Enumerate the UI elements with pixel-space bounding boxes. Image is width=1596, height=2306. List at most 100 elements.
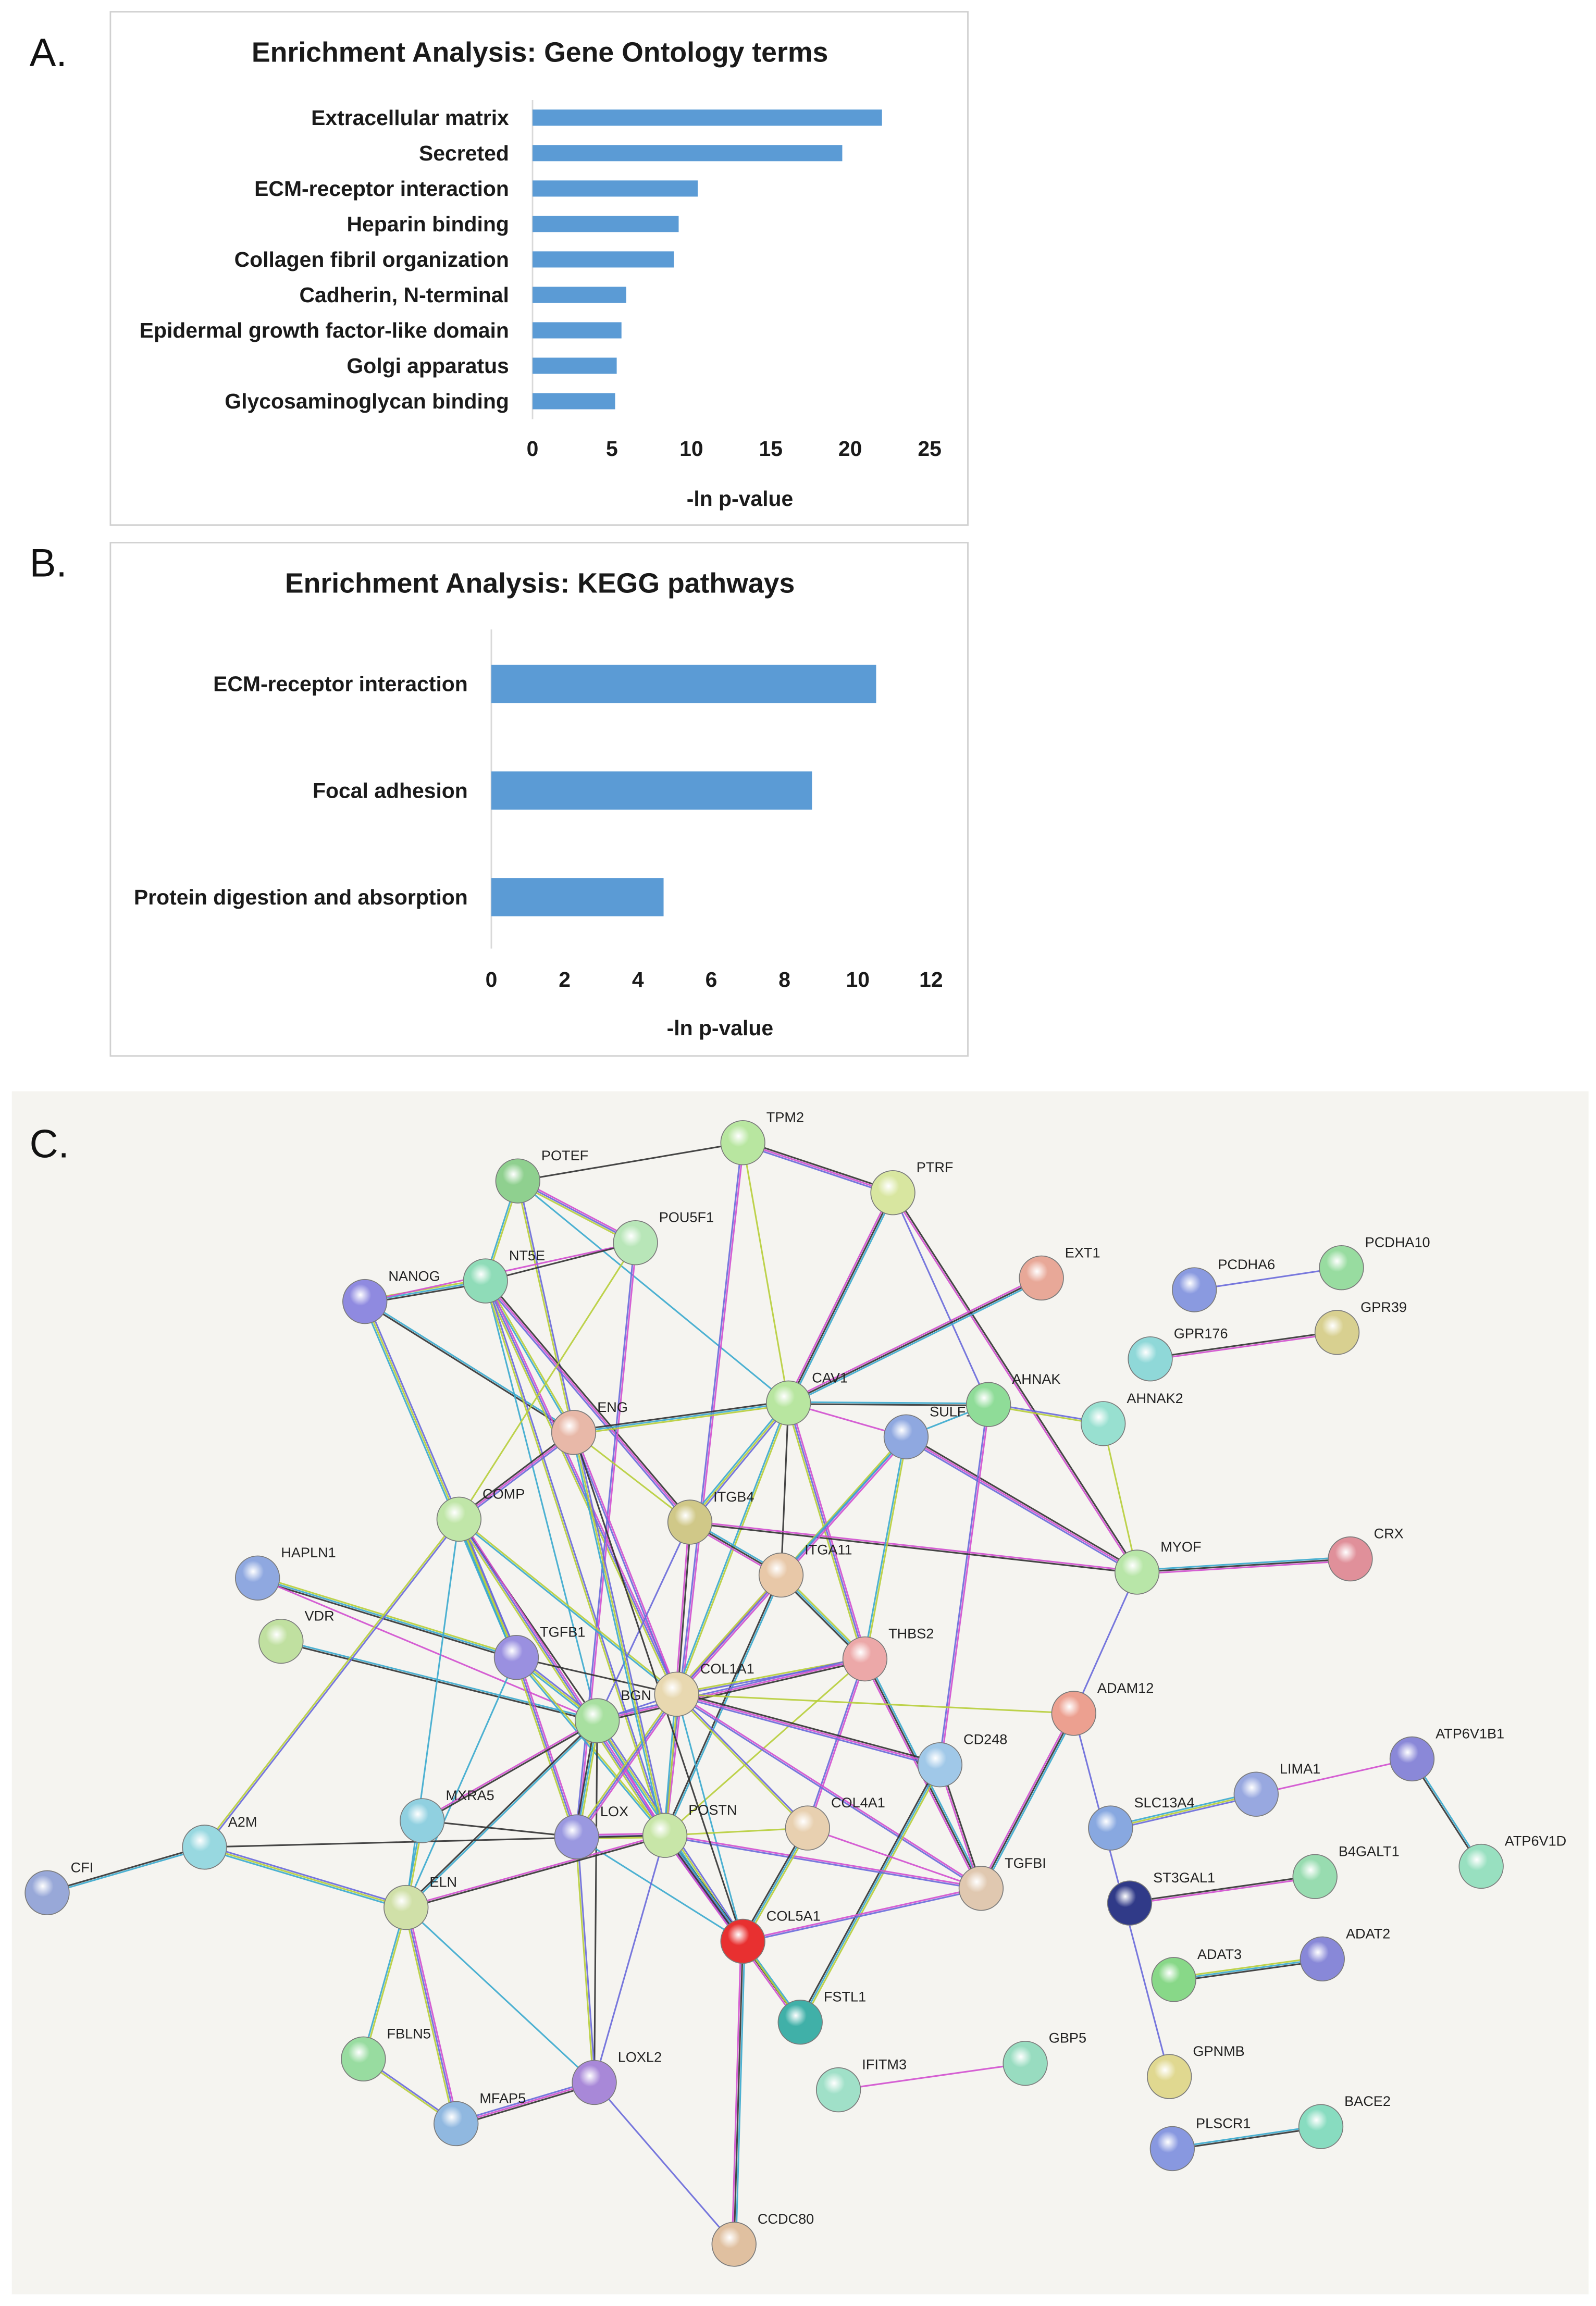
edge — [788, 1403, 989, 1407]
edge — [365, 1300, 575, 1433]
edge — [483, 1281, 689, 1524]
edge — [743, 1888, 982, 1943]
edge — [517, 1180, 789, 1404]
edge — [743, 1142, 894, 1194]
node — [1319, 1245, 1364, 1291]
node-label: SLC13A4 — [1134, 1794, 1194, 1811]
node-label: COL5A1 — [766, 1907, 821, 1924]
chart-title: Enrichment Analysis: Gene Ontology terms — [252, 37, 828, 68]
edge — [516, 1181, 574, 1433]
edge — [905, 1437, 1137, 1574]
chart-title: Enrichment Analysis: KEGG pathways — [285, 568, 795, 599]
edge — [798, 1763, 939, 2022]
edge — [517, 1142, 743, 1182]
node — [1019, 1255, 1064, 1301]
edge — [742, 1887, 981, 1941]
category-label: Golgi apparatus — [347, 354, 509, 378]
edge — [940, 1404, 991, 1765]
x-tick-label: 2 — [559, 968, 571, 991]
bar — [533, 109, 882, 126]
x-tick-label: 8 — [778, 968, 790, 991]
edge — [838, 2062, 1025, 2091]
node-label: BACE2 — [1344, 2093, 1391, 2109]
edge — [458, 1519, 517, 1658]
edge — [572, 1432, 677, 1695]
edge — [787, 1192, 894, 1404]
node — [1389, 1736, 1435, 1782]
edge — [663, 1142, 743, 1836]
node — [1088, 1805, 1133, 1851]
node — [1147, 2054, 1192, 2099]
edge — [405, 1907, 457, 2124]
edge — [808, 1659, 867, 1829]
edge — [257, 1575, 517, 1657]
edge — [204, 1848, 406, 1911]
x-tick-label: 4 — [632, 968, 644, 991]
bar — [491, 771, 812, 810]
edge — [514, 1657, 576, 1838]
node — [1128, 1336, 1173, 1382]
edge — [675, 1522, 690, 1694]
node — [342, 1279, 388, 1324]
edge — [405, 1906, 595, 2084]
edge — [404, 1719, 598, 1907]
edge — [1110, 1791, 1256, 1827]
edge — [665, 1143, 745, 1836]
edge — [574, 1404, 789, 1435]
edge — [597, 1656, 865, 1720]
node — [1298, 2104, 1344, 2149]
edge — [485, 1280, 575, 1433]
edge — [676, 1693, 1074, 1715]
node-label: VDR — [304, 1608, 334, 1624]
edge — [938, 1404, 988, 1765]
node-label: A2M — [228, 1814, 257, 1830]
category-label: Extracellular matrix — [311, 106, 509, 130]
edge — [742, 1142, 789, 1404]
edge — [406, 1836, 665, 1910]
edge — [865, 1436, 908, 1659]
edge — [1137, 1560, 1351, 1575]
edge — [1173, 1956, 1322, 1979]
edge — [422, 1819, 577, 1838]
edge — [593, 1835, 666, 2083]
edge — [689, 1522, 1137, 1574]
edge — [733, 1941, 744, 2245]
edge — [407, 1906, 459, 2124]
edge — [1150, 1331, 1337, 1359]
x-tick-label: 25 — [918, 437, 942, 461]
node-label: ADAM12 — [1097, 1680, 1154, 1696]
node — [341, 2036, 386, 2081]
node-label: IFITM3 — [862, 2056, 907, 2073]
edge — [573, 1400, 788, 1432]
node — [1172, 1267, 1217, 1312]
edge — [571, 1432, 664, 1836]
node-label: CAV1 — [812, 1369, 848, 1385]
edge — [731, 1941, 742, 2245]
edge — [789, 1279, 1043, 1406]
node-label: CFI — [71, 1859, 94, 1875]
edge — [807, 1827, 982, 1889]
node — [870, 1170, 915, 1216]
edge — [280, 1641, 598, 1722]
node — [234, 1555, 280, 1601]
node-label: ATP6V1B1 — [1436, 1725, 1504, 1741]
node-label: TGFBI — [1005, 1855, 1046, 1871]
edge — [47, 1847, 205, 1895]
edge — [576, 1836, 744, 1942]
node-label: ITGA11 — [805, 1542, 852, 1558]
node — [958, 1866, 1004, 1911]
edge — [863, 1436, 906, 1659]
bar — [533, 145, 843, 162]
edge — [596, 1521, 691, 1721]
node-label: ELN — [429, 1874, 457, 1890]
node — [436, 1496, 482, 1542]
node — [400, 1798, 445, 1843]
edge — [979, 1712, 1073, 1888]
node — [1114, 1549, 1160, 1595]
edge — [574, 1432, 678, 1694]
edge — [788, 1277, 1042, 1404]
node — [966, 1382, 1011, 1427]
x-tick-label: 10 — [846, 968, 870, 991]
node — [551, 1410, 597, 1455]
x-tick-label: 20 — [838, 437, 862, 461]
